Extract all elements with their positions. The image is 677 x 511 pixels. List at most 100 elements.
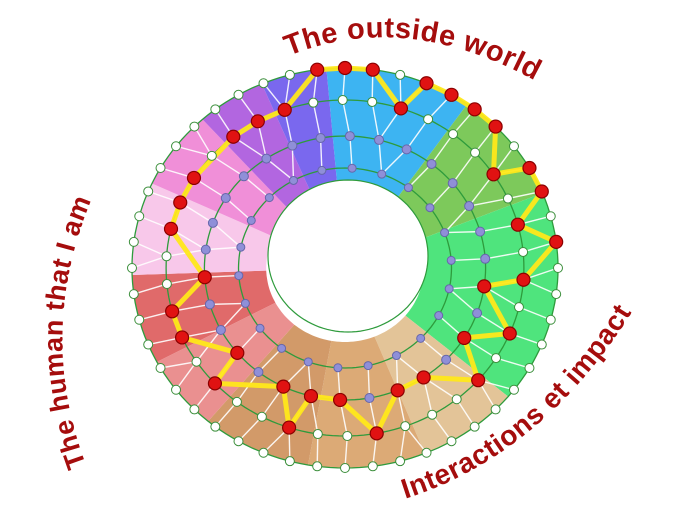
sector-blue <box>326 68 468 208</box>
mesh-edge <box>444 205 470 234</box>
red-node <box>510 217 525 232</box>
mesh-edge <box>291 145 295 181</box>
white-node <box>470 147 481 158</box>
mesh-edge <box>430 133 454 165</box>
red-node <box>488 119 503 134</box>
white-node <box>312 429 323 440</box>
nodes <box>127 69 563 473</box>
purple-node <box>207 217 218 228</box>
mesh-edge <box>406 118 429 150</box>
red-node <box>276 379 291 394</box>
purple-node <box>444 284 454 294</box>
donut-hole <box>267 179 429 333</box>
white-node <box>134 211 145 222</box>
red-node <box>186 170 202 186</box>
label-human-text: The human that I am <box>36 189 99 476</box>
red-node <box>332 392 348 408</box>
white-node <box>423 114 434 125</box>
mesh-edge <box>448 288 478 314</box>
mesh-edge <box>205 246 241 251</box>
red-node <box>471 373 486 388</box>
purple-node <box>446 255 456 265</box>
white-node <box>210 104 221 115</box>
sector-green-bright <box>405 193 558 397</box>
red-node <box>230 345 245 360</box>
red-node <box>277 102 292 117</box>
purple-node <box>200 244 211 255</box>
mesh-edge <box>319 137 323 171</box>
white-node <box>513 302 524 313</box>
red-node <box>516 272 531 287</box>
purple-node <box>264 193 274 203</box>
white-node <box>508 384 519 395</box>
white-node <box>446 436 457 447</box>
white-node <box>502 193 513 204</box>
white-node <box>400 421 411 432</box>
purple-node <box>333 363 343 373</box>
mesh-edge <box>452 152 476 184</box>
red-node <box>281 420 297 435</box>
mesh-edge <box>257 347 283 373</box>
mesh-edge <box>265 158 294 182</box>
purple-node <box>441 354 452 365</box>
purple-node <box>363 361 373 371</box>
red-nodes <box>163 60 564 441</box>
red-node <box>163 221 179 236</box>
red-node <box>477 279 492 294</box>
mesh-edge <box>225 197 252 222</box>
mesh-edge <box>344 435 348 469</box>
red-node <box>197 270 212 285</box>
purple-node <box>425 203 435 213</box>
mesh-edge <box>429 182 454 209</box>
sector-tan-light <box>374 315 509 454</box>
purple-node <box>253 367 264 378</box>
red-node <box>444 87 459 102</box>
mesh-edge <box>404 425 428 454</box>
mesh-edge <box>133 283 168 295</box>
mesh-edge <box>468 197 509 207</box>
mesh-edge <box>381 148 408 175</box>
purple-node <box>434 311 444 321</box>
purple-node <box>426 158 437 169</box>
white-node <box>451 394 462 405</box>
mesh-edge <box>312 102 322 139</box>
white-node <box>233 89 244 100</box>
mesh-edge <box>495 357 530 369</box>
white-node <box>421 447 432 458</box>
white-node <box>143 186 154 197</box>
purple-node <box>289 175 299 185</box>
white-node <box>524 363 535 373</box>
white-node <box>258 447 269 458</box>
red-node <box>303 388 319 404</box>
purple-node <box>215 324 226 335</box>
white-node <box>508 141 519 152</box>
white-node <box>337 95 348 106</box>
white-node <box>191 356 202 367</box>
red-node <box>522 160 537 176</box>
purple-node <box>344 131 355 142</box>
white-node <box>427 409 438 420</box>
red-node <box>534 184 549 199</box>
mesh-edge <box>237 416 263 442</box>
mesh-edge <box>133 241 167 257</box>
red-node <box>457 330 472 346</box>
sector-violet <box>202 83 315 214</box>
red-node <box>419 76 434 91</box>
white-node <box>127 263 137 273</box>
white-node <box>342 430 353 441</box>
purple-node <box>475 226 486 237</box>
purple-node <box>315 133 326 144</box>
white-node <box>134 314 145 325</box>
white-node <box>395 69 406 80</box>
purple-node <box>204 299 215 310</box>
red-node <box>369 426 384 441</box>
mesh-edge <box>209 302 246 306</box>
mesh-edge <box>349 136 353 169</box>
mesh-edge <box>371 101 380 141</box>
white-node <box>189 404 200 415</box>
white-node <box>308 97 319 108</box>
purple-node <box>374 134 385 145</box>
red-node <box>207 376 223 391</box>
